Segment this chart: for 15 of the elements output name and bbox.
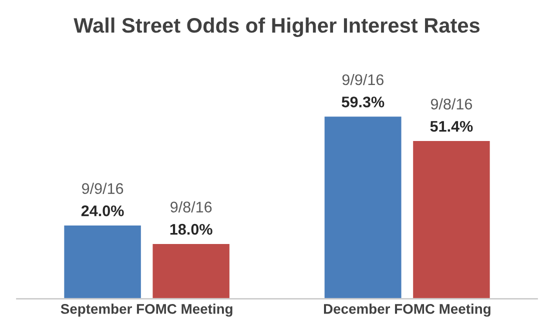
data-label: 18.0%	[170, 224, 212, 235]
data-label: 59.3%	[342, 96, 384, 108]
bar	[412, 140, 492, 299]
bar	[151, 242, 231, 299]
chart-title: Wall Street Odds of Higher Interest Rates	[74, 17, 480, 38]
data-label: 51.4%	[430, 120, 473, 132]
text: 9/9/16	[342, 74, 384, 86]
data-label: 24.0%	[81, 205, 124, 216]
x-tick-label: September FOMC Meeting	[60, 304, 232, 317]
bar	[323, 115, 403, 299]
x-tick-label: December FOMC Meeting	[324, 304, 490, 317]
bar	[62, 224, 142, 299]
text: 9/8/16	[170, 201, 212, 213]
text: 9/9/16	[82, 182, 124, 194]
text: 9/8/16	[430, 98, 472, 110]
